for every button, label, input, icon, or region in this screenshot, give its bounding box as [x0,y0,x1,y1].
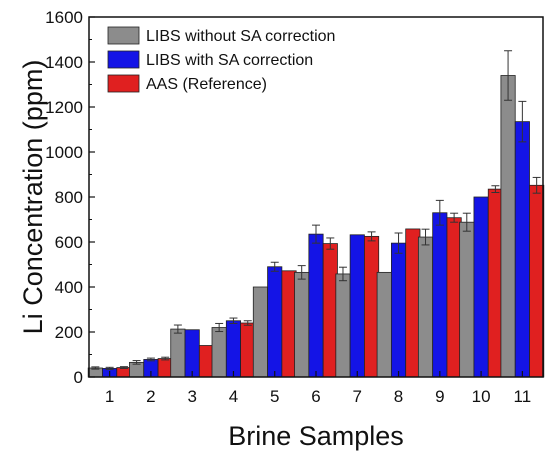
bar-2-4 [225,320,242,378]
bar-3-2 [157,358,173,378]
y-tick-label: 400 [55,278,83,297]
x-tick-label: 4 [229,387,238,406]
bar-2-6 [308,233,324,378]
bar-1-3 [170,328,186,378]
bar-1-4 [211,327,227,378]
x-tick-label: 10 [472,387,491,406]
bar-2-10 [473,196,489,378]
legend-swatch-1 [107,26,140,45]
bar-1-9 [417,236,434,378]
legend: LIBS without SA correction LIBS with SA c… [107,26,335,93]
y-tick-label: 0 [74,368,83,387]
error-bars-layer [91,50,541,371]
legend-swatch-2 [107,50,140,69]
bar-2-11 [514,121,530,378]
bar-3-7 [364,235,380,378]
bar-1-6 [294,271,310,378]
bar-3-8 [405,228,421,378]
y-tick-label: 1600 [45,8,83,27]
x-tick-label: 9 [435,387,444,406]
y-tick-label: 1000 [45,143,83,162]
bar-2-9 [432,212,448,378]
legend-label-2: LIBS with SA correction [146,52,313,69]
y-tick-label: 1400 [45,53,83,72]
bar-2-5 [267,266,283,378]
x-tick-label: 6 [311,387,320,406]
bars-layer [87,75,545,378]
bar-3-4 [240,322,256,378]
y-tick-label: 1200 [45,98,83,117]
x-tick-label: 11 [514,387,532,406]
x-tick-label: 5 [270,387,279,406]
x-axis-title: Brine Samples [228,421,404,451]
bar-1-11 [500,75,516,378]
legend-label-3: AAS (Reference) [146,76,267,93]
x-tick-label: 7 [353,387,362,406]
bar-3-11 [529,184,545,378]
bar-3-9 [446,217,462,378]
bar-1-8 [376,271,392,378]
bar-1-5 [252,286,268,378]
legend-swatch-3 [107,74,140,93]
legend-label-1: LIBS without SA correction [146,28,335,45]
bar-3-1 [116,367,132,378]
x-tick-label: 3 [187,387,196,406]
x-tick-label: 8 [394,387,403,406]
y-tick-label: 600 [55,233,83,252]
y-axis: 0 200 400 600 800 1000 1200 1400 1600 [45,8,95,387]
x-tick-label: 2 [146,387,155,406]
bar-3-6 [322,243,338,378]
x-axis: 1 2 3 4 5 6 7 8 9 10 11 [105,371,531,406]
bar-2-3 [184,329,200,378]
y-tick-label: 800 [55,188,83,207]
bar-3-10 [487,188,503,378]
y-tick-label: 200 [55,323,83,342]
bar-1-10 [459,221,475,378]
bar-2-8 [390,242,407,378]
bar-3-5 [281,270,297,378]
bar-1-7 [335,273,351,378]
y-axis-title: Li Concentration (ppm) [18,60,48,335]
bar-2-7 [349,234,365,378]
bar-3-3 [198,345,215,378]
x-tick-label: 1 [105,387,114,406]
